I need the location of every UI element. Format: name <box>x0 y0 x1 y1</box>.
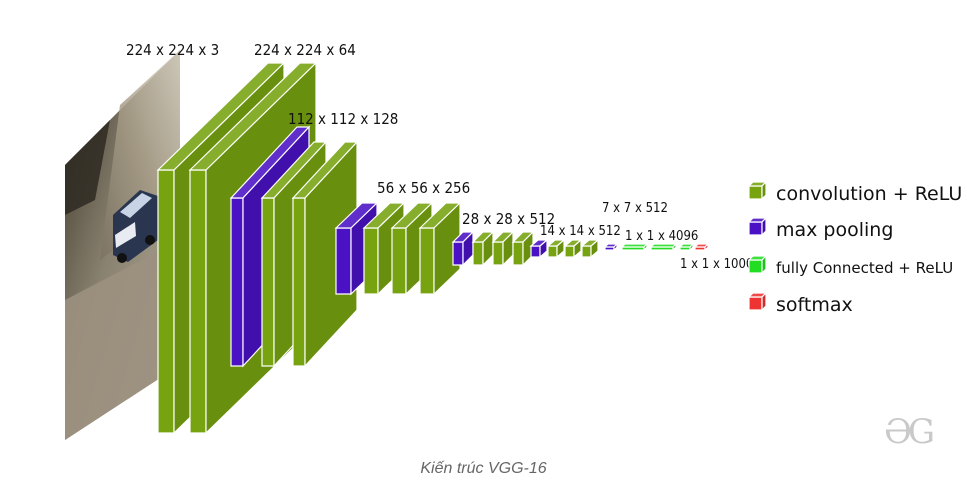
legend-swatch-conv <box>747 180 768 201</box>
fc1 <box>620 242 649 252</box>
layer-label-conv1: 224 x 224 x 64 <box>254 41 356 59</box>
rally-car-icon <box>113 190 158 263</box>
legend-item-softmax: softmax <box>747 291 853 316</box>
layer-label-conv3: 56 x 56 x 256 <box>377 179 470 197</box>
legend-item-conv: convolution + ReLU <box>747 180 962 205</box>
block2-conv2 <box>291 140 359 368</box>
layer-label-input: 224 x 224 x 3 <box>126 41 219 59</box>
legend-label-pool: max pooling <box>776 219 893 241</box>
layer-label-pool5: 7 x 7 x 512 <box>602 201 668 216</box>
legend-item-pool: max pooling <box>747 216 893 241</box>
fc2 <box>649 242 678 252</box>
layer-blocks <box>156 61 710 435</box>
block5-conv3 <box>580 238 600 259</box>
legend-item-fc: fully Connected + ReLU <box>747 254 953 277</box>
legend-cube-conv <box>747 180 768 201</box>
legend-label-conv: convolution + ReLU <box>776 183 962 205</box>
legend-swatch-pool <box>747 216 768 237</box>
legend-label-fc: fully Connected + ReLU <box>776 259 953 277</box>
block4-conv3 <box>511 230 535 267</box>
fc3 <box>678 242 695 252</box>
layer-labels: 224 x 224 x 3 224 x 224 x 64 112 x 112 x… <box>126 41 753 272</box>
block4-conv2 <box>491 230 515 267</box>
gfg-logo: ƏG <box>884 412 935 452</box>
block5-conv1 <box>546 238 566 259</box>
legend-label-softmax: softmax <box>776 294 853 316</box>
softmax-output <box>693 242 710 252</box>
block3-pool <box>451 230 475 267</box>
layer-label-conv2: 112 x 112 x 128 <box>288 110 398 128</box>
legend-swatch-fc <box>747 254 768 275</box>
layer-label-conv4: 28 x 28 x 512 <box>462 210 555 228</box>
layer-label-conv5: 14 x 14 x 512 <box>540 224 621 239</box>
legend-cube-fc <box>747 254 768 275</box>
block5-conv2 <box>563 238 583 259</box>
block4-pool <box>529 238 549 259</box>
legend-cube-pool <box>747 216 768 237</box>
block4-conv1 <box>471 230 495 267</box>
block5-pool <box>603 242 619 252</box>
layer-label-softmax: 1 x 1 x 1000 <box>680 257 753 272</box>
layer-label-fc: 1 x 1 x 4096 <box>625 229 698 244</box>
legend-cube-softmax <box>747 291 768 312</box>
legend: convolution + ReLU max pooling fully Con… <box>747 180 962 316</box>
block3-conv3 <box>418 201 462 296</box>
legend-swatch-softmax <box>747 291 768 312</box>
figure-caption: Kiến trúc VGG-16 <box>420 460 547 477</box>
input-image <box>65 50 180 440</box>
